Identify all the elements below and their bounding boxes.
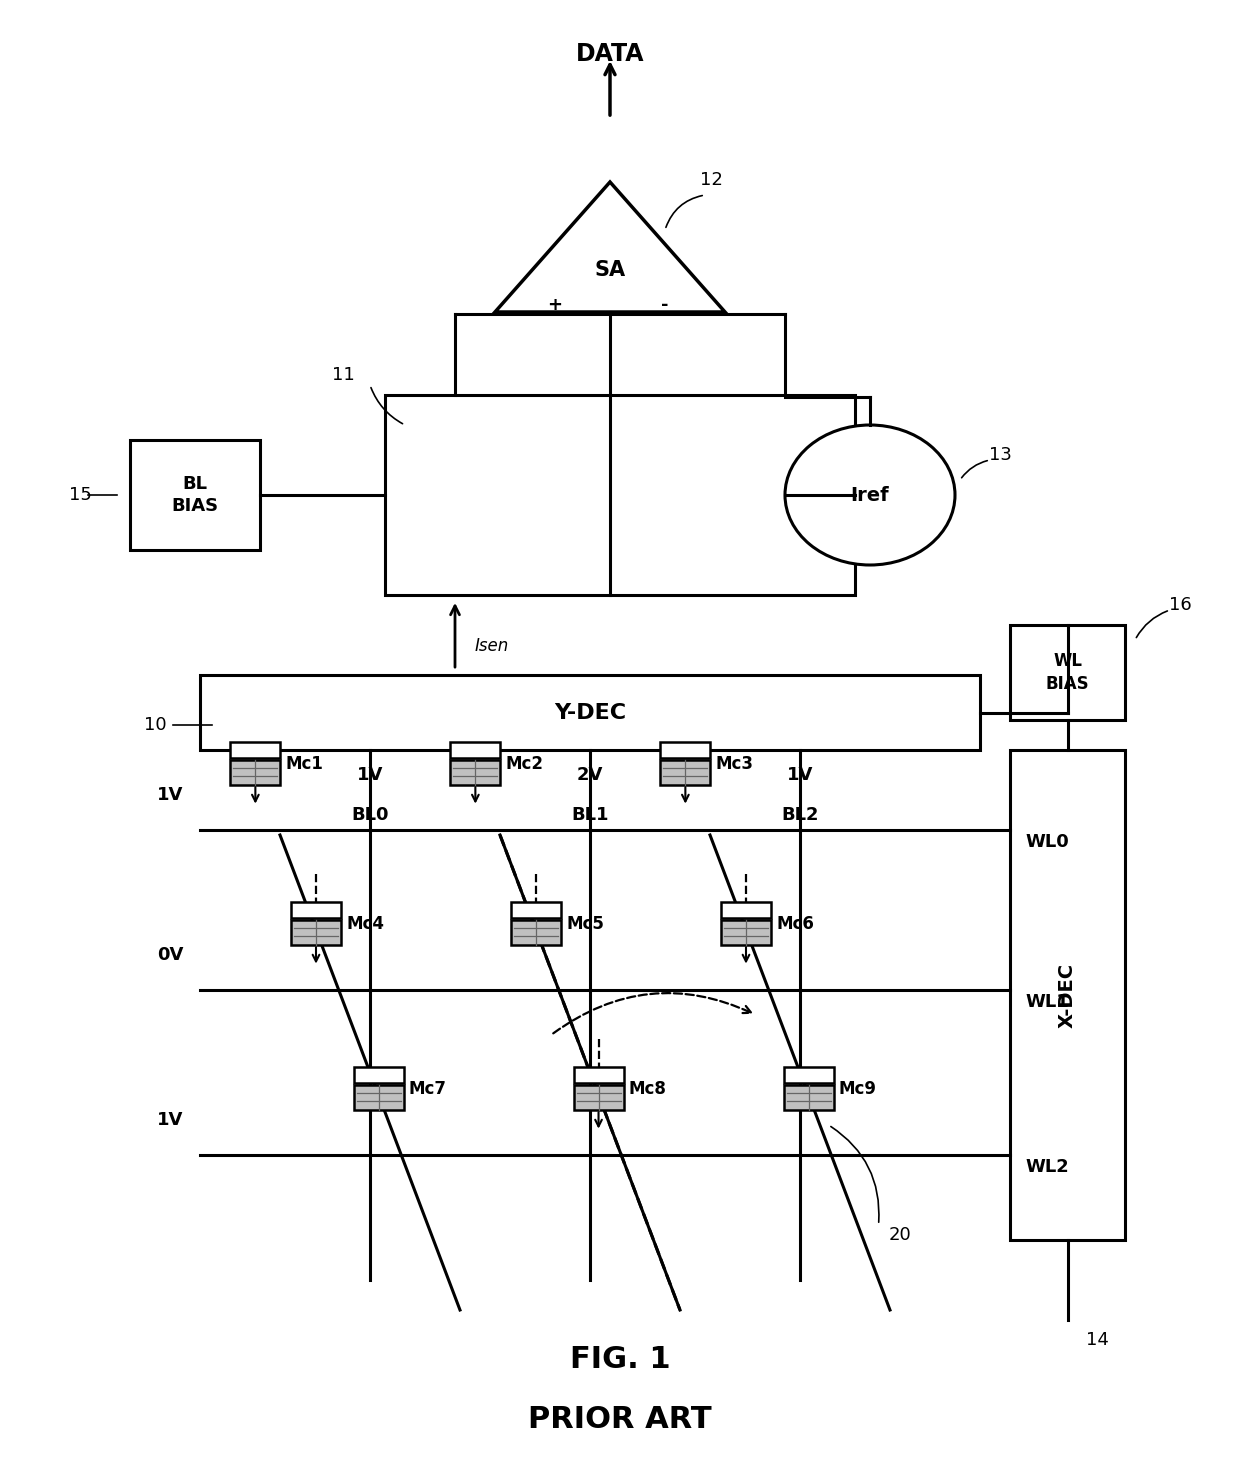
Text: Mc4: Mc4 bbox=[346, 914, 384, 933]
Bar bbox=[1011, 625, 1125, 720]
Bar bbox=[784, 1067, 833, 1082]
Text: SA: SA bbox=[594, 260, 625, 280]
Bar bbox=[720, 920, 771, 944]
Bar bbox=[511, 901, 560, 917]
Text: BL
BIAS: BL BIAS bbox=[171, 475, 218, 515]
Text: -: - bbox=[661, 295, 668, 315]
Bar bbox=[661, 760, 711, 785]
Text: BL0: BL0 bbox=[351, 806, 389, 824]
Bar bbox=[784, 1085, 833, 1110]
Text: Mc9: Mc9 bbox=[838, 1080, 877, 1098]
Text: 14: 14 bbox=[1086, 1331, 1109, 1349]
Text: Mc6: Mc6 bbox=[776, 914, 813, 933]
Text: WL
BIAS: WL BIAS bbox=[1045, 653, 1089, 693]
Bar bbox=[231, 742, 280, 757]
Polygon shape bbox=[495, 183, 725, 312]
Bar bbox=[384, 395, 856, 595]
Text: WL2: WL2 bbox=[1025, 1158, 1069, 1175]
Bar bbox=[511, 920, 560, 944]
Bar bbox=[661, 742, 711, 757]
Text: DATA: DATA bbox=[575, 42, 645, 65]
Text: 1V: 1V bbox=[357, 766, 383, 784]
Text: 15: 15 bbox=[68, 485, 92, 505]
Text: 1V: 1V bbox=[787, 766, 813, 784]
Bar bbox=[1011, 749, 1125, 1241]
Text: 13: 13 bbox=[988, 447, 1012, 464]
Bar bbox=[353, 1085, 403, 1110]
Text: WL0: WL0 bbox=[1025, 833, 1069, 850]
Text: 20: 20 bbox=[889, 1226, 911, 1244]
Text: Mc2: Mc2 bbox=[506, 755, 543, 773]
Text: WL1: WL1 bbox=[1025, 993, 1069, 1011]
Text: 16: 16 bbox=[1168, 597, 1192, 614]
Text: BL2: BL2 bbox=[781, 806, 818, 824]
Bar bbox=[720, 901, 771, 917]
Bar bbox=[130, 439, 260, 551]
Text: Mc1: Mc1 bbox=[285, 755, 324, 773]
Text: X-DEC: X-DEC bbox=[1058, 963, 1078, 1027]
Text: 1V: 1V bbox=[156, 1112, 184, 1129]
Text: Iref: Iref bbox=[851, 485, 889, 505]
Bar bbox=[574, 1085, 624, 1110]
Text: 11: 11 bbox=[332, 367, 355, 384]
Text: 10: 10 bbox=[144, 715, 166, 735]
Bar bbox=[450, 742, 501, 757]
Bar bbox=[450, 760, 501, 785]
Bar bbox=[574, 1067, 624, 1082]
Text: Mc7: Mc7 bbox=[408, 1080, 446, 1098]
Bar bbox=[231, 760, 280, 785]
Text: Mc5: Mc5 bbox=[565, 914, 604, 933]
Text: 1V: 1V bbox=[156, 787, 184, 804]
Text: PRIOR ART: PRIOR ART bbox=[528, 1405, 712, 1435]
Text: Isen: Isen bbox=[475, 637, 510, 654]
Bar bbox=[291, 901, 341, 917]
Bar bbox=[353, 1067, 403, 1082]
Bar bbox=[200, 675, 980, 749]
Ellipse shape bbox=[785, 424, 955, 565]
Text: Y-DEC: Y-DEC bbox=[554, 702, 626, 723]
Text: 2V: 2V bbox=[577, 766, 603, 784]
Text: BL1: BL1 bbox=[572, 806, 609, 824]
Text: +: + bbox=[548, 295, 563, 315]
Text: 12: 12 bbox=[701, 171, 723, 188]
Bar bbox=[291, 920, 341, 944]
Text: Mc3: Mc3 bbox=[715, 755, 754, 773]
Text: Mc8: Mc8 bbox=[629, 1080, 666, 1098]
Text: FIG. 1: FIG. 1 bbox=[569, 1346, 671, 1374]
Text: 0V: 0V bbox=[156, 945, 184, 965]
